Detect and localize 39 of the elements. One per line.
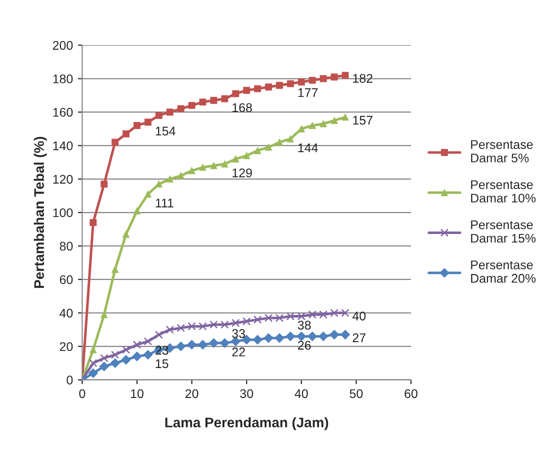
x-tick-label: 20 xyxy=(185,389,198,398)
y-tick-label: 0 xyxy=(66,376,73,385)
y-axis-title: Pertambahan Tebal (%) xyxy=(34,136,47,288)
x-tick-label: 50 xyxy=(350,389,363,398)
y-tick-label: 20 xyxy=(60,342,73,352)
legend-label: Persentase Damar 10% xyxy=(471,180,536,203)
data-label: 144 xyxy=(298,144,318,152)
x-tick-label: 40 xyxy=(294,389,308,398)
data-label: 27 xyxy=(352,333,366,342)
data-label: 168 xyxy=(232,103,252,112)
data-label: 129 xyxy=(232,168,252,178)
data-label: 177 xyxy=(298,88,318,97)
y-tick-label: 60 xyxy=(60,275,73,284)
x-tick-label: 0 xyxy=(79,389,86,398)
data-label: 26 xyxy=(298,340,311,350)
x-tick-label: 30 xyxy=(240,389,254,398)
y-tick-label: 80 xyxy=(60,242,73,251)
x-axis-title: Lama Perendaman (Jam) xyxy=(165,417,328,430)
y-tick-label: 120 xyxy=(53,174,73,184)
data-label: 15 xyxy=(156,359,168,368)
legend-label: Persentase Damar 20% xyxy=(471,260,536,283)
data-label: 33 xyxy=(232,329,245,338)
y-tick-label: 40 xyxy=(60,308,73,318)
data-label: 154 xyxy=(156,126,176,136)
y-tick-label: 160 xyxy=(53,108,73,117)
y-tick-label: 200 xyxy=(52,40,73,50)
data-label: 38 xyxy=(298,320,311,330)
x-tick-label: 60 xyxy=(404,389,418,398)
data-label: 157 xyxy=(353,116,372,125)
y-tick-label: 180 xyxy=(53,74,73,84)
data-label: 111 xyxy=(156,198,174,208)
x-tick-label: 10 xyxy=(131,389,144,398)
legend-label: Persentase Damar 5% xyxy=(471,140,533,162)
y-tick-label: 100 xyxy=(53,208,73,218)
data-label: 22 xyxy=(232,348,245,356)
y-tick-label: 140 xyxy=(53,141,73,150)
data-label: 182 xyxy=(353,74,372,83)
data-label: 40 xyxy=(352,312,366,320)
legend-label: Persentase Damar 15% xyxy=(471,220,536,243)
